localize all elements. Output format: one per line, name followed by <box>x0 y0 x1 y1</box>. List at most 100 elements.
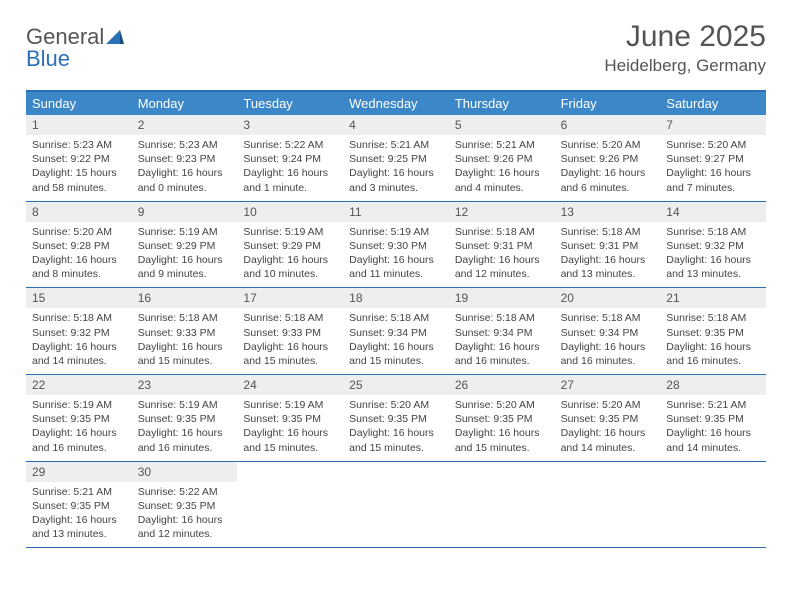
location-label: Heidelberg, Germany <box>604 56 766 76</box>
logo-sail-icon <box>106 26 124 48</box>
calendar: SundayMondayTuesdayWednesdayThursdayFrid… <box>26 90 766 548</box>
day-number: 20 <box>555 288 661 308</box>
daylight-text: Daylight: 16 hours and 13 minutes. <box>32 513 126 541</box>
daylight-text: Daylight: 16 hours and 0 minutes. <box>138 166 232 194</box>
day-body: Sunrise: 5:20 AMSunset: 9:27 PMDaylight:… <box>660 135 766 201</box>
sunrise-text: Sunrise: 5:22 AM <box>138 485 232 499</box>
sunrise-text: Sunrise: 5:18 AM <box>455 311 549 325</box>
day-body: Sunrise: 5:18 AMSunset: 9:33 PMDaylight:… <box>237 308 343 374</box>
day-body: Sunrise: 5:21 AMSunset: 9:35 PMDaylight:… <box>26 482 132 548</box>
day-cell: 6 Sunrise: 5:20 AMSunset: 9:26 PMDaylight… <box>555 115 661 201</box>
daylight-text: Daylight: 16 hours and 16 minutes. <box>32 426 126 454</box>
sunrise-text: Sunrise: 5:20 AM <box>561 398 655 412</box>
sunrise-text: Sunrise: 5:19 AM <box>243 225 337 239</box>
day-body: Sunrise: 5:19 AMSunset: 9:35 PMDaylight:… <box>237 395 343 461</box>
daylight-text: Daylight: 16 hours and 10 minutes. <box>243 253 337 281</box>
sunrise-text: Sunrise: 5:23 AM <box>32 138 126 152</box>
sunset-text: Sunset: 9:35 PM <box>32 499 126 513</box>
day-header-cell: Wednesday <box>343 92 449 115</box>
daylight-text: Daylight: 16 hours and 15 minutes. <box>243 426 337 454</box>
daylight-text: Daylight: 16 hours and 15 minutes. <box>349 340 443 368</box>
daylight-text: Daylight: 16 hours and 14 minutes. <box>561 426 655 454</box>
sunset-text: Sunset: 9:27 PM <box>666 152 760 166</box>
daylight-text: Daylight: 16 hours and 13 minutes. <box>666 253 760 281</box>
day-cell: 5Sunrise: 5:21 AMSunset: 9:26 PMDaylight… <box>449 115 555 201</box>
sunrise-text: Sunrise: 5:23 AM <box>138 138 232 152</box>
daylight-text: Daylight: 16 hours and 15 minutes. <box>138 340 232 368</box>
day-cell: 17Sunrise: 5:18 AMSunset: 9:33 PMDayligh… <box>237 288 343 374</box>
day-number: 27 <box>555 375 661 395</box>
daylight-text: Daylight: 16 hours and 8 minutes. <box>32 253 126 281</box>
day-body: Sunrise: 5:21 AMSunset: 9:25 PMDaylight:… <box>343 135 449 201</box>
sunrise-text: Sunrise: 5:20 AM <box>349 398 443 412</box>
day-number: 1 <box>26 115 132 135</box>
sunrise-text: Sunrise: 5:20 AM <box>666 138 760 152</box>
day-number: 23 <box>132 375 238 395</box>
sunset-text: Sunset: 9:26 PM <box>455 152 549 166</box>
daylight-text: Daylight: 16 hours and 12 minutes. <box>138 513 232 541</box>
day-cell: 3Sunrise: 5:22 AMSunset: 9:24 PMDaylight… <box>237 115 343 201</box>
daylight-text: Daylight: 16 hours and 4 minutes. <box>455 166 549 194</box>
sunrise-text: Sunrise: 5:18 AM <box>32 311 126 325</box>
empty-cell <box>237 462 343 548</box>
empty-cell <box>660 462 766 548</box>
daylight-text: Daylight: 16 hours and 15 minutes. <box>243 340 337 368</box>
day-body: Sunrise: 5:20 AMSunset: 9:35 PMDaylight:… <box>555 395 661 461</box>
day-number: 15 <box>26 288 132 308</box>
week-row: 1Sunrise: 5:23 AMSunset: 9:22 PMDaylight… <box>26 115 766 202</box>
day-body: Sunrise: 5:18 AMSunset: 9:34 PMDaylight:… <box>449 308 555 374</box>
daylight-text: Daylight: 16 hours and 15 minutes. <box>349 426 443 454</box>
sunrise-text: Sunrise: 5:20 AM <box>455 398 549 412</box>
day-body: Sunrise: 5:18 AMSunset: 9:33 PMDaylight:… <box>132 308 238 374</box>
sunrise-text: Sunrise: 5:20 AM <box>561 138 655 152</box>
daylight-text: Daylight: 16 hours and 3 minutes. <box>349 166 443 194</box>
daylight-text: Daylight: 16 hours and 1 minute. <box>243 166 337 194</box>
day-body: Sunrise: 5:19 AMSunset: 9:29 PMDaylight:… <box>132 222 238 288</box>
day-number: 29 <box>26 462 132 482</box>
day-number: 24 <box>237 375 343 395</box>
daylight-text: Daylight: 15 hours and 58 minutes. <box>32 166 126 194</box>
day-cell: 20Sunrise: 5:18 AMSunset: 9:34 PMDayligh… <box>555 288 661 374</box>
day-number: 6 <box>555 115 661 135</box>
sunset-text: Sunset: 9:34 PM <box>455 326 549 340</box>
daylight-text: Daylight: 16 hours and 16 minutes. <box>138 426 232 454</box>
day-body: Sunrise: 5:18 AMSunset: 9:31 PMDaylight:… <box>449 222 555 288</box>
day-cell: 29Sunrise: 5:21 AMSunset: 9:35 PMDayligh… <box>26 462 132 548</box>
daylight-text: Daylight: 16 hours and 16 minutes. <box>455 340 549 368</box>
daylight-text: Daylight: 16 hours and 7 minutes. <box>666 166 760 194</box>
sunrise-text: Sunrise: 5:18 AM <box>455 225 549 239</box>
day-body: Sunrise: 5:18 AMSunset: 9:34 PMDaylight:… <box>555 308 661 374</box>
day-header-cell: Saturday <box>660 92 766 115</box>
sunset-text: Sunset: 9:24 PM <box>243 152 337 166</box>
day-number: 25 <box>343 375 449 395</box>
day-cell: 23Sunrise: 5:19 AMSunset: 9:35 PMDayligh… <box>132 375 238 461</box>
day-number: 7 <box>660 115 766 135</box>
day-number: 28 <box>660 375 766 395</box>
sunrise-text: Sunrise: 5:19 AM <box>32 398 126 412</box>
day-number: 2 <box>132 115 238 135</box>
day-header-cell: Friday <box>555 92 661 115</box>
sunset-text: Sunset: 9:35 PM <box>32 412 126 426</box>
sunrise-text: Sunrise: 5:19 AM <box>138 225 232 239</box>
day-number: 26 <box>449 375 555 395</box>
empty-cell <box>555 462 661 548</box>
daylight-text: Daylight: 16 hours and 14 minutes. <box>32 340 126 368</box>
daylight-text: Daylight: 16 hours and 16 minutes. <box>666 340 760 368</box>
sunset-text: Sunset: 9:35 PM <box>666 326 760 340</box>
sunset-text: Sunset: 9:26 PM <box>561 152 655 166</box>
sunset-text: Sunset: 9:35 PM <box>243 412 337 426</box>
sunset-text: Sunset: 9:35 PM <box>561 412 655 426</box>
sunset-text: Sunset: 9:35 PM <box>349 412 443 426</box>
day-number: 5 <box>449 115 555 135</box>
day-cell: 15Sunrise: 5:18 AMSunset: 9:32 PMDayligh… <box>26 288 132 374</box>
day-cell: 30Sunrise: 5:22 AMSunset: 9:35 PMDayligh… <box>132 462 238 548</box>
day-body: Sunrise: 5:20 AMSunset: 9:28 PMDaylight:… <box>26 222 132 288</box>
sunset-text: Sunset: 9:25 PM <box>349 152 443 166</box>
day-header-cell: Tuesday <box>237 92 343 115</box>
day-number: 3 <box>237 115 343 135</box>
sunset-text: Sunset: 9:35 PM <box>666 412 760 426</box>
day-body: Sunrise: 5:18 AMSunset: 9:34 PMDaylight:… <box>343 308 449 374</box>
sunset-text: Sunset: 9:35 PM <box>138 412 232 426</box>
sunset-text: Sunset: 9:28 PM <box>32 239 126 253</box>
daylight-text: Daylight: 16 hours and 6 minutes. <box>561 166 655 194</box>
